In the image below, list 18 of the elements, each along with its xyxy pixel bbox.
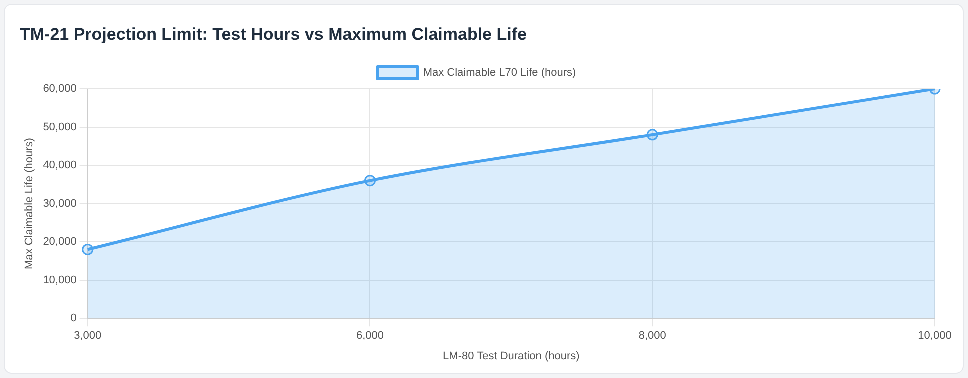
y-tick-label: 20,000: [43, 236, 77, 248]
y-tick-label: 50,000: [43, 121, 77, 134]
y-tick-label: 60,000: [43, 83, 77, 96]
y-axis-title: Max Claimable Life (hours): [24, 138, 36, 270]
point: [82, 244, 94, 256]
y-tick-label: 30,000: [43, 198, 77, 210]
y-tick-label: 10,000: [43, 274, 77, 286]
point: [364, 175, 376, 187]
x-tick-label: 3,000: [74, 330, 102, 342]
legend-label: Max Claimable L70 Life (hours): [423, 67, 576, 80]
x-tick-label: 10,000: [918, 330, 952, 342]
x-tick-label: 8,000: [638, 330, 666, 342]
x-axis-title: LM-80 Test Duration (hours): [443, 350, 580, 362]
point: [646, 129, 658, 141]
chart-title: TM-21 Projection Limit: Test Hours vs Maximum Claimable Life: [20, 25, 527, 45]
y-tick-label: 40,000: [43, 160, 77, 172]
x-tick-label: 6,000: [356, 330, 384, 342]
y-tick-label: 0: [70, 312, 77, 325]
